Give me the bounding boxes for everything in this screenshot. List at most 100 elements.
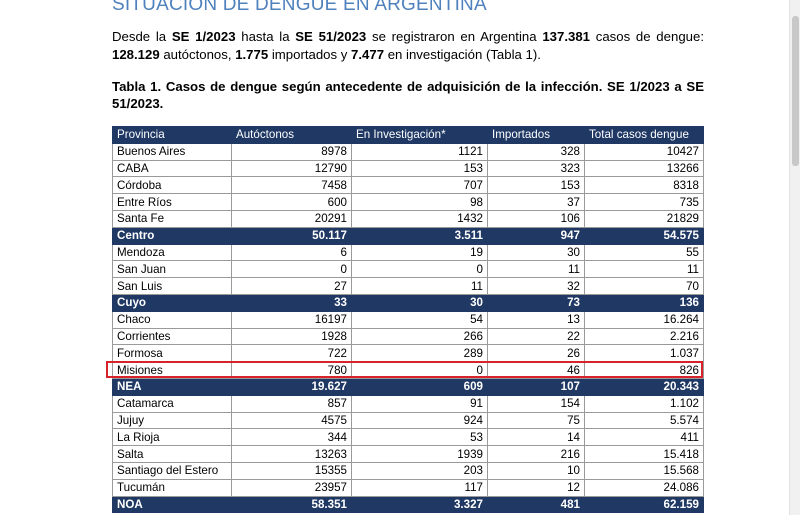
table-cell: 23957 xyxy=(231,478,352,497)
table-cell: 24.086 xyxy=(584,478,704,497)
table-cell: 0 xyxy=(351,260,488,279)
cell-provincia: La Rioja xyxy=(112,428,232,447)
table-cell: 53 xyxy=(351,428,488,447)
table-cell: 30 xyxy=(351,293,488,312)
cell-provincia: San Luis xyxy=(112,277,232,295)
table-cell: 15.568 xyxy=(584,461,704,480)
table-cell: 37 xyxy=(487,193,585,211)
table-cell: 323 xyxy=(487,159,585,178)
table-row: Entre Ríos 600 98 37 735 xyxy=(112,193,704,211)
table-cell: 8318 xyxy=(584,176,704,195)
cell-provincia: CABA xyxy=(112,159,232,178)
table-cell: 154 xyxy=(487,394,585,413)
table-cell: 8978 xyxy=(231,142,352,161)
table-cell: 481 xyxy=(487,495,585,514)
table-cell: 411 xyxy=(584,428,704,447)
region-total-row: NOA 58.351 3.327 481 62.159 xyxy=(112,495,704,514)
table-cell: 22 xyxy=(487,327,585,346)
vertical-scrollbar[interactable] xyxy=(789,0,800,515)
table-row: CABA 12790 153 323 13266 xyxy=(112,159,704,178)
table-cell: 117 xyxy=(351,478,488,497)
table-cell: 153 xyxy=(487,176,585,195)
header-en-investigacion: En Investigación* xyxy=(351,126,488,144)
intro-paragraph: Desde la SE 1/2023 hasta la SE 51/2023 s… xyxy=(112,29,704,62)
table-cell: 707 xyxy=(351,176,488,195)
table-cell: 13266 xyxy=(584,159,704,178)
table-cell: 15355 xyxy=(231,461,352,480)
table-cell: 1928 xyxy=(231,327,352,346)
table-cell: 19.627 xyxy=(231,377,352,396)
scrollbar-thumb[interactable] xyxy=(792,16,799,166)
table-row: Chaco 16197 54 13 16.264 xyxy=(112,310,704,329)
table-cell: 344 xyxy=(231,428,352,447)
table-row: Jujuy 4575 924 75 5.574 xyxy=(112,411,704,430)
table-row: Santa Fe 20291 1432 106 21829 xyxy=(112,209,704,228)
table-cell: 924 xyxy=(351,411,488,430)
table-cell: 75 xyxy=(487,411,585,430)
table-cell: 6 xyxy=(231,243,352,262)
table-cell: 32 xyxy=(487,277,585,295)
cell-provincia: Catamarca xyxy=(112,394,232,413)
table-cell: 58.351 xyxy=(231,495,352,514)
table-cell: 153 xyxy=(351,159,488,178)
table-cell: 13263 xyxy=(231,445,352,463)
table-cell: 1.102 xyxy=(584,394,704,413)
table-header-row: Provincia Autóctonos En Investigación* I… xyxy=(112,126,704,144)
table-cell: 30 xyxy=(487,243,585,262)
page-heading: SITUACIÓN DE DENGUE EN ARGENTINA xyxy=(112,0,487,15)
cell-provincia: Entre Ríos xyxy=(112,193,232,211)
table-cell: 11 xyxy=(584,260,704,279)
table-cell: 16197 xyxy=(231,310,352,329)
table-row: San Luis 27 11 32 70 xyxy=(112,277,704,295)
table-cell: 15.418 xyxy=(584,445,704,463)
table-cell: 13 xyxy=(487,310,585,329)
cell-provincia: Santa Fe xyxy=(112,209,232,228)
cell-provincia: Centro xyxy=(112,226,232,245)
header-autoctonos: Autóctonos xyxy=(231,126,352,144)
table-cell: 857 xyxy=(231,394,352,413)
table-caption: Tabla 1. Casos de dengue según anteceden… xyxy=(112,79,704,111)
dengue-cases-table: Provincia Autóctonos En Investigación* I… xyxy=(112,126,704,514)
table-cell: 12790 xyxy=(231,159,352,178)
table-cell: 21829 xyxy=(584,209,704,228)
cell-provincia: Corrientes xyxy=(112,327,232,346)
table-cell: 266 xyxy=(351,327,488,346)
highlight-box-misiones xyxy=(106,361,703,378)
table-cell: 54 xyxy=(351,310,488,329)
table-cell: 27 xyxy=(231,277,352,295)
table-cell: 2.216 xyxy=(584,327,704,346)
table-cell: 14 xyxy=(487,428,585,447)
header-total: Total casos dengue xyxy=(584,126,704,144)
table-cell: 609 xyxy=(351,377,488,396)
header-importados: Importados xyxy=(487,126,585,144)
table-cell: 203 xyxy=(351,461,488,480)
table-cell: 54.575 xyxy=(584,226,704,245)
table-cell: 722 xyxy=(231,344,352,363)
table-cell: 26 xyxy=(487,344,585,363)
region-total-row: Cuyo 33 30 73 136 xyxy=(112,293,704,312)
table-cell: 20.343 xyxy=(584,377,704,396)
table-cell: 107 xyxy=(487,377,585,396)
table-cell: 73 xyxy=(487,293,585,312)
table-cell: 735 xyxy=(584,193,704,211)
table-cell: 50.117 xyxy=(231,226,352,245)
cell-provincia: NEA xyxy=(112,377,232,396)
cell-provincia: San Juan xyxy=(112,260,232,279)
cell-provincia: NOA xyxy=(112,495,232,514)
header-provincia: Provincia xyxy=(112,126,232,144)
table-cell: 0 xyxy=(231,260,352,279)
table-cell: 91 xyxy=(351,394,488,413)
table-cell: 33 xyxy=(231,293,352,312)
table-cell: 55 xyxy=(584,243,704,262)
table-cell: 16.264 xyxy=(584,310,704,329)
region-total-row: NEA 19.627 609 107 20.343 xyxy=(112,377,704,396)
table-cell: 1939 xyxy=(351,445,488,463)
cell-provincia: Cuyo xyxy=(112,293,232,312)
table-cell: 10427 xyxy=(584,142,704,161)
table-row: Córdoba 7458 707 153 8318 xyxy=(112,176,704,195)
table-cell: 1.037 xyxy=(584,344,704,363)
table-cell: 11 xyxy=(351,277,488,295)
cell-provincia: Chaco xyxy=(112,310,232,329)
table-cell: 70 xyxy=(584,277,704,295)
table-row: Salta 13263 1939 216 15.418 xyxy=(112,445,704,463)
